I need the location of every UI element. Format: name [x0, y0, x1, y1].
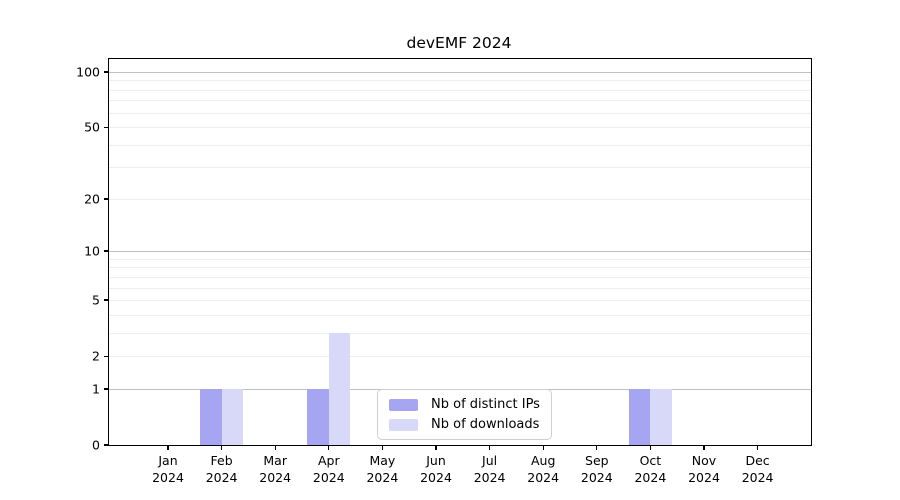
- x-tick-label: May 2024: [366, 453, 399, 485]
- y-axis: 0 1 2 5 10 20 50 100: [76, 59, 811, 453]
- gridline-minor: [109, 198, 811, 200]
- x-axis: Jan 2024 Feb 2024 Mar 2024 Apr 2024 May 2024 Jun 20…: [109, 59, 811, 485]
- gridline-minor: [109, 258, 811, 260]
- legend-item-downloads: Nb of downloads: [389, 417, 540, 432]
- downloads-swatch-icon: [389, 418, 418, 431]
- x-tick-label: Jan 2024: [152, 453, 184, 485]
- gridline-minor: [109, 80, 811, 82]
- distinct-ips-swatch-icon: [389, 398, 418, 411]
- y-tick-mark: [104, 388, 109, 390]
- x-tick-mark: [435, 445, 437, 450]
- x-tick-mark: [649, 445, 652, 450]
- bar: [628, 388, 651, 445]
- bar: [200, 388, 222, 445]
- gridline-minor: [109, 89, 811, 91]
- gridline-minor: [109, 100, 811, 102]
- gridline-minor: [109, 300, 811, 302]
- gridline-minor: [109, 112, 811, 114]
- y-tick-label: 50: [84, 119, 100, 135]
- x-tick-label: Feb 2024: [205, 453, 238, 485]
- x-tick-label: Sep 2024: [580, 453, 613, 485]
- y-tick-label: 100: [76, 64, 100, 80]
- y-tick-label: 10: [84, 243, 100, 259]
- y-tick-mark: [104, 71, 109, 73]
- x-tick-mark: [756, 445, 759, 450]
- x-tick-mark: [542, 445, 544, 450]
- y-tick-mark: [104, 355, 109, 357]
- bar: [307, 388, 329, 445]
- chart-title: devEMF 2024: [406, 34, 512, 52]
- y-tick-mark: [104, 198, 109, 200]
- bar: [221, 388, 244, 445]
- x-tick-mark: [381, 445, 384, 450]
- y-tick-label: 20: [84, 191, 100, 207]
- x-tick-label: Jun 2024: [420, 453, 452, 485]
- x-tick-mark: [328, 445, 330, 450]
- gridline-minor: [109, 144, 811, 146]
- gridline-minor: [109, 127, 811, 129]
- legend: Nb of distinct IPs Nb of downloads: [377, 389, 552, 440]
- bars-layer: [109, 59, 811, 445]
- y-tick-mark: [104, 444, 109, 446]
- x-tick-mark: [703, 445, 705, 450]
- x-tick-mark: [167, 445, 169, 450]
- x-tick-mark: [596, 445, 598, 450]
- legend-label: Nb of distinct IPs: [431, 397, 540, 412]
- x-tick-mark: [220, 445, 223, 450]
- gridline-major: [109, 251, 811, 253]
- plot-area: 0 1 2 5 10 20 50 100 Jan 2024 Feb 2024 Mar 2024 Apr 20…: [76, 58, 812, 485]
- gridline-minor: [109, 314, 811, 316]
- gridline-minor: [109, 332, 811, 334]
- y-tick-mark: [104, 126, 109, 128]
- gridline-minor: [109, 276, 811, 278]
- y-tick-label: 0: [92, 437, 100, 453]
- y-tick-mark: [104, 299, 109, 301]
- gridline-major: [109, 72, 811, 73]
- bar: [650, 388, 672, 445]
- gridline-minor: [109, 287, 811, 289]
- bar: [328, 332, 351, 445]
- x-tick-mark: [274, 445, 276, 450]
- x-tick-label: Dec 2024: [741, 453, 774, 485]
- y-tick-label: 1: [92, 381, 100, 397]
- x-tick-label: Oct 2024: [634, 453, 667, 485]
- gridline-minor: [109, 267, 811, 269]
- y-tick-mark: [104, 250, 109, 252]
- x-tick-label: Nov 2024: [688, 453, 720, 485]
- y-tick-label: 2: [92, 348, 100, 364]
- legend-label: Nb of downloads: [431, 417, 540, 432]
- legend-item-distinct-ips: Nb of distinct IPs: [389, 397, 540, 412]
- x-tick-mark: [488, 445, 491, 450]
- x-tick-label: Aug 2024: [527, 453, 560, 485]
- x-tick-label: Apr 2024: [312, 453, 345, 485]
- x-tick-label: Jul 2024: [473, 453, 506, 485]
- gridline-minor: [109, 356, 811, 358]
- x-tick-label: Mar 2024: [259, 453, 292, 485]
- y-tick-label: 5: [92, 292, 100, 308]
- gridline-minor: [109, 167, 811, 169]
